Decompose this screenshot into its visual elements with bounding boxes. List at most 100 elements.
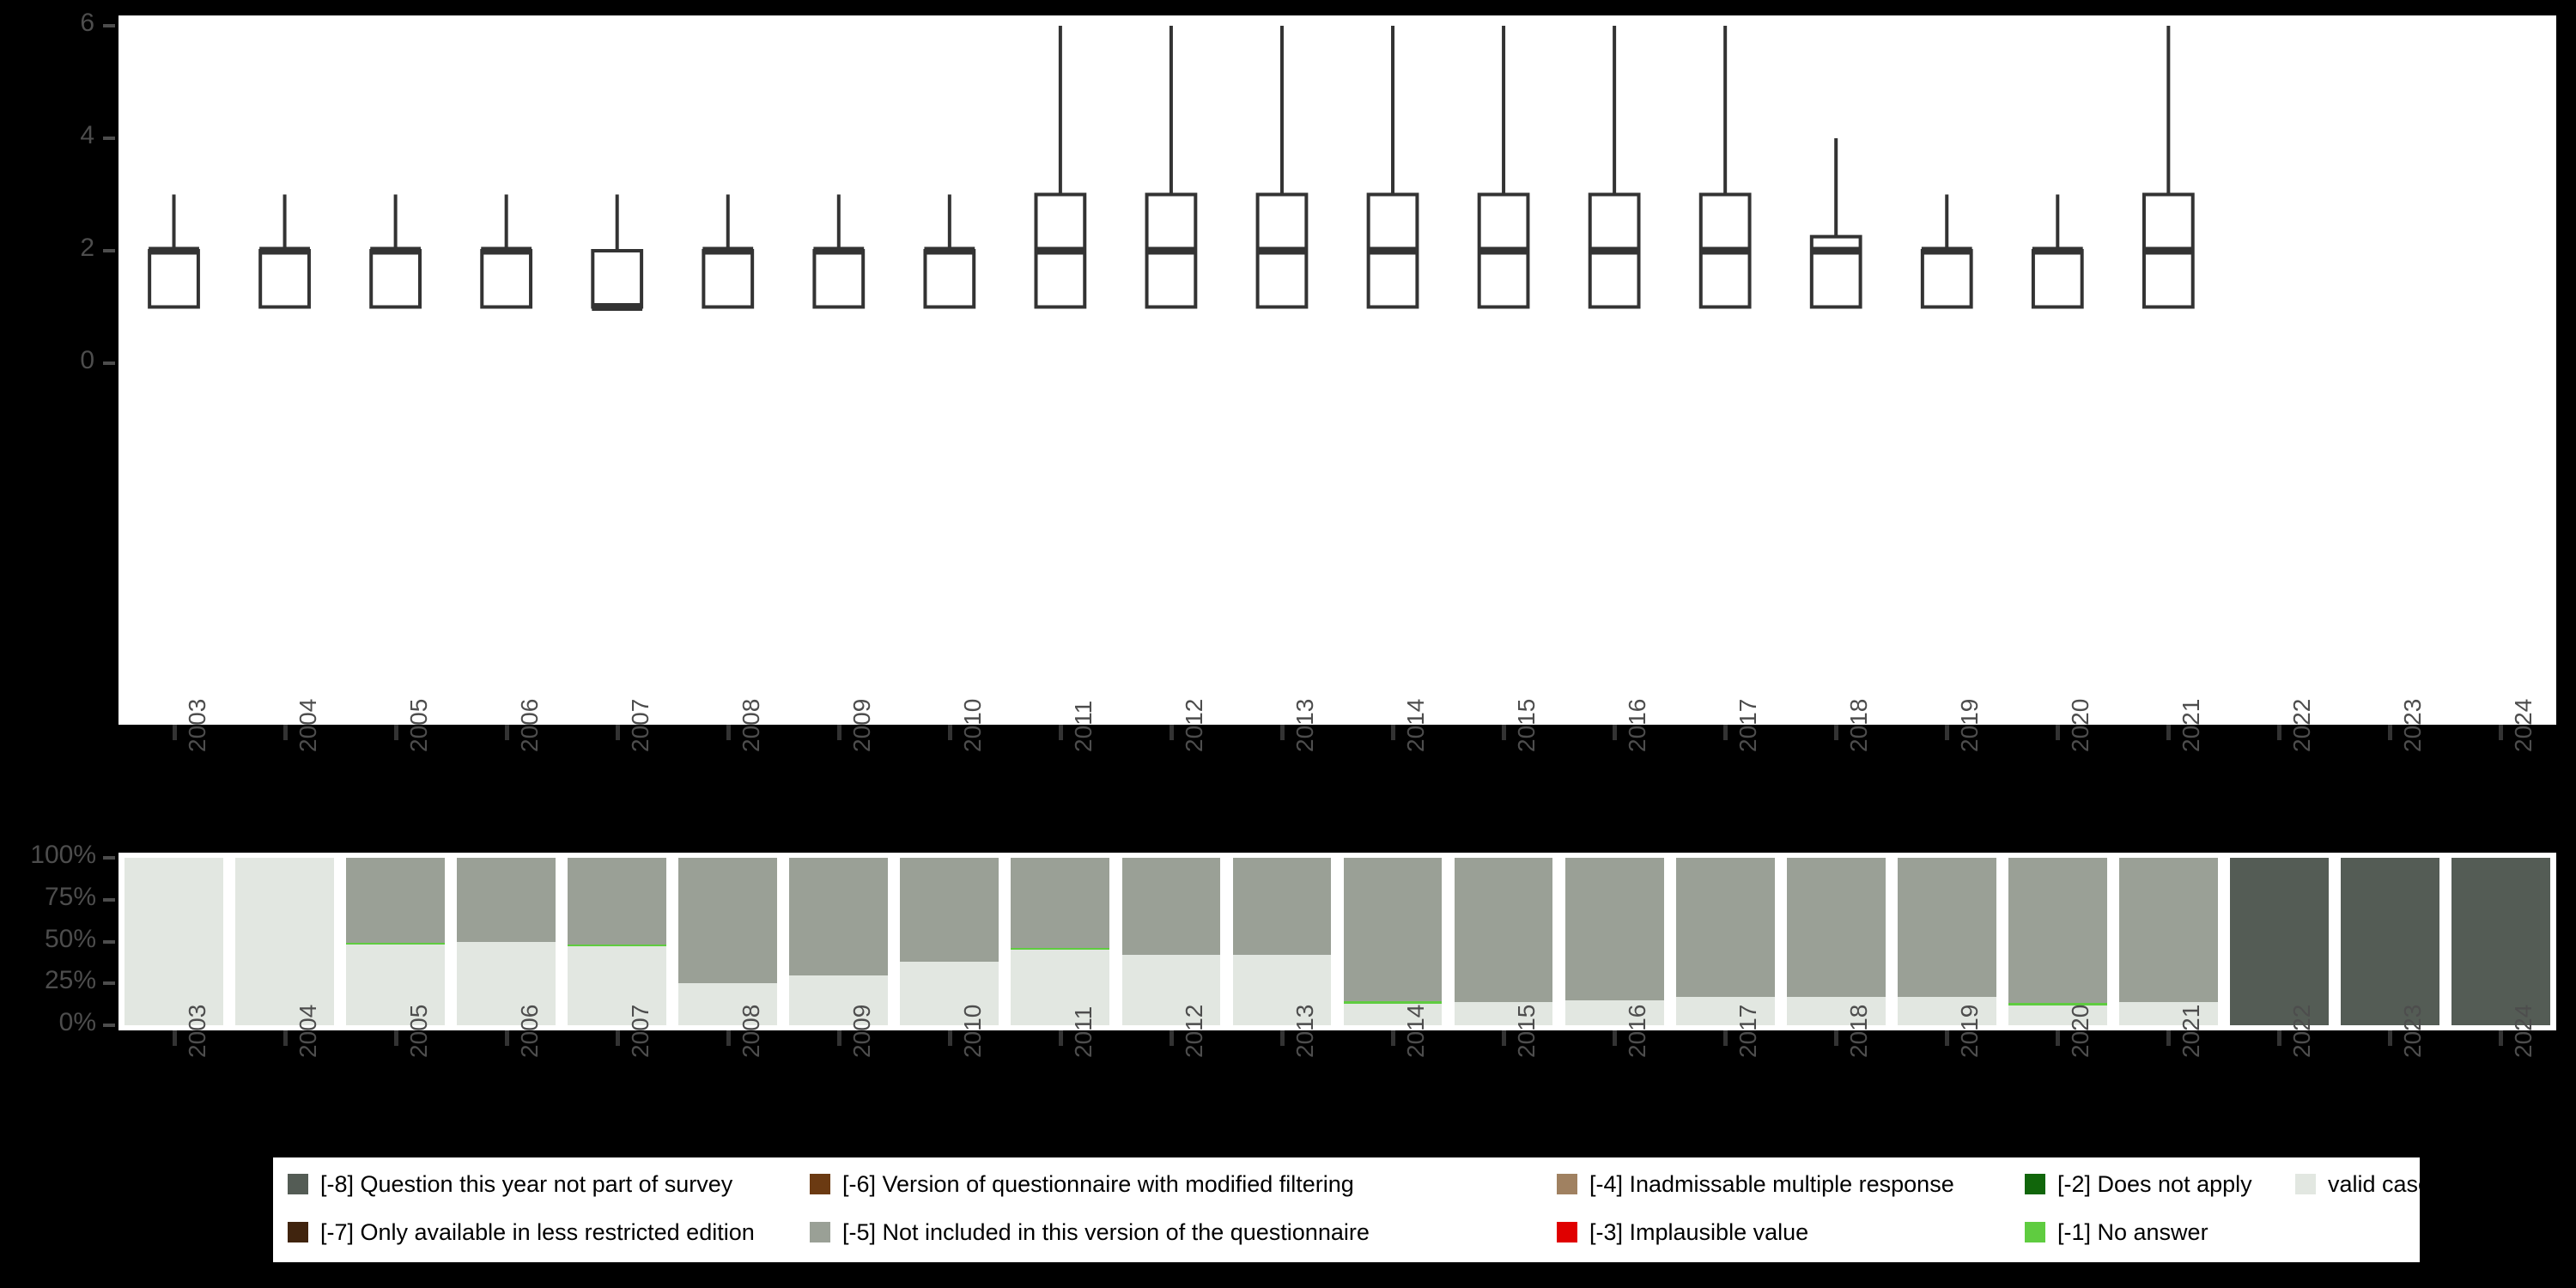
boxplot-y-tick [103, 361, 115, 365]
stacked-bar-segment [1786, 858, 1886, 997]
boxplot-box [1366, 26, 1419, 309]
legend-item[interactable]: [-7] Only available in less restricted e… [288, 1211, 755, 1254]
legend-item[interactable]: [-8] Question this year not part of surv… [288, 1163, 732, 1206]
boxplot-box [1034, 26, 1087, 309]
bar-x-tick [1279, 1030, 1285, 1046]
bar-x-tick [1945, 1030, 1950, 1046]
boxplot-x-year-label: 2012 [1180, 698, 1207, 752]
legend-item[interactable]: [-3] Implausible value [1557, 1211, 1808, 1254]
stacked-bar-segment [1564, 858, 1664, 1000]
stacked-bar-segment [457, 941, 556, 1025]
bar-x-year-label: 2022 [2288, 1004, 2316, 1058]
boxplot-x-year-label: 2004 [294, 698, 321, 752]
stacked-bar [1232, 858, 1332, 1025]
boxplot-box [480, 194, 533, 309]
stacked-bar [457, 858, 556, 1025]
legend-swatch-icon [2025, 1222, 2045, 1242]
boxplot-x-tick [1723, 725, 1728, 740]
stacked-bar-segment [457, 858, 556, 942]
stacked-bar-segment [568, 945, 667, 947]
boxplot-box [1920, 194, 1973, 309]
legend-label: [-2] Does not apply [2057, 1170, 2252, 1197]
bar-x-tick [1613, 1030, 1618, 1046]
boxplot-x-year-label: 2009 [848, 698, 875, 752]
boxplot-x-tick [2388, 725, 2393, 740]
boxplot-box [923, 194, 976, 309]
stacked-bar-segment [2008, 1005, 2107, 1025]
boxplot-box [1145, 26, 1198, 309]
legend-item[interactable]: [-2] Does not apply [2025, 1163, 2252, 1206]
bar-y-tick [103, 856, 115, 860]
bar-x-tick [2056, 1030, 2061, 1046]
stacked-bar-segment [1232, 858, 1332, 956]
stacked-bar [2229, 858, 2329, 1025]
boxplot-x-year-label: 2007 [626, 698, 653, 752]
bar-x-year-label: 2003 [183, 1004, 210, 1058]
boxplot-y-tick [103, 137, 115, 140]
missing-values-bar-panel [118, 853, 2556, 1030]
bar-x-year-label: 2006 [515, 1004, 543, 1058]
boxplot-x-year-label: 2006 [515, 698, 543, 752]
boxplot-x-year-label: 2008 [737, 698, 764, 752]
stacked-bar [235, 858, 334, 1025]
stacked-bar-segment [1121, 955, 1221, 1025]
bar-y-tick [103, 1024, 115, 1027]
legend: [-8] Question this year not part of surv… [273, 1157, 2443, 1262]
stacked-bar-segment [235, 858, 334, 1025]
boxplot-y-tick [103, 249, 115, 252]
legend-label: [-7] Only available in less restricted e… [320, 1218, 755, 1245]
boxplot-y-tick-label: 0 [80, 346, 94, 374]
boxplot-x-year-label: 2023 [2399, 698, 2427, 752]
stacked-bar-segment [1454, 1001, 1553, 1025]
stacked-bar [1897, 858, 1996, 1025]
bar-x-tick [2166, 1030, 2172, 1046]
boxplot-y-tick-label: 6 [80, 9, 94, 37]
bar-x-year-label: 2014 [1402, 1004, 1430, 1058]
legend-label: [-6] Version of questionnaire with modif… [842, 1170, 1354, 1197]
boxplot-x-year-label: 2003 [183, 698, 210, 752]
legend-item[interactable]: [-4] Inadmissable multiple response [1557, 1163, 1954, 1206]
legend-swatch-icon [288, 1174, 308, 1194]
boxplot-x-tick [615, 725, 620, 740]
stacked-bar-segment [789, 975, 889, 1025]
stacked-bar-segment [2229, 858, 2329, 1025]
bar-x-tick [836, 1030, 841, 1046]
legend-swatch-icon [1557, 1222, 1577, 1242]
boxplot-x-tick [1834, 725, 1839, 740]
bar-x-tick [1169, 1030, 1174, 1046]
boxplot-svg [148, 26, 2195, 311]
stacked-bar-segment [1011, 947, 1110, 951]
stacked-bar-segment [346, 945, 446, 1025]
bar-x-tick [2277, 1030, 2282, 1046]
bar-x-tick [615, 1030, 620, 1046]
legend-swatch-icon [288, 1222, 308, 1242]
stacked-bar [678, 858, 778, 1025]
boxplot-x-year-label: 2016 [1624, 698, 1651, 752]
stacked-bar-segment [346, 943, 446, 945]
boxplot-panel [118, 15, 2556, 725]
stacked-bar-segment [2008, 858, 2107, 1004]
bar-x-year-label: 2015 [1513, 1004, 1540, 1058]
boxplot-x-year-label: 2024 [2510, 698, 2537, 752]
boxplot-x-year-label: 2020 [2067, 698, 2094, 752]
legend-item[interactable]: valid cases [2295, 1163, 2443, 1206]
bar-x-year-label: 2013 [1291, 1004, 1318, 1058]
boxplot-x-tick [2166, 725, 2172, 740]
bar-y-tick [103, 939, 115, 944]
boxplot-y-tick-label: 2 [80, 234, 94, 262]
legend-item[interactable]: [-1] No answer [2025, 1211, 2208, 1254]
bar-x-year-label: 2020 [2067, 1004, 2094, 1058]
bar-x-tick [726, 1030, 731, 1046]
bar-x-tick [1723, 1030, 1728, 1046]
bar-x-year-label: 2018 [1845, 1004, 1873, 1058]
boxplot-box [258, 194, 311, 309]
bar-y-tick-label: 100% [30, 841, 96, 869]
legend-item[interactable]: [-5] Not included in this version of the… [810, 1211, 1370, 1254]
stacked-bar-segment [1343, 858, 1443, 1002]
boxplot-box [1477, 26, 1530, 309]
legend-label: [-1] No answer [2057, 1218, 2208, 1245]
legend-item[interactable]: [-6] Version of questionnaire with modif… [810, 1163, 1354, 1206]
bar-x-tick [2388, 1030, 2393, 1046]
stacked-bar-segment [568, 946, 667, 1025]
